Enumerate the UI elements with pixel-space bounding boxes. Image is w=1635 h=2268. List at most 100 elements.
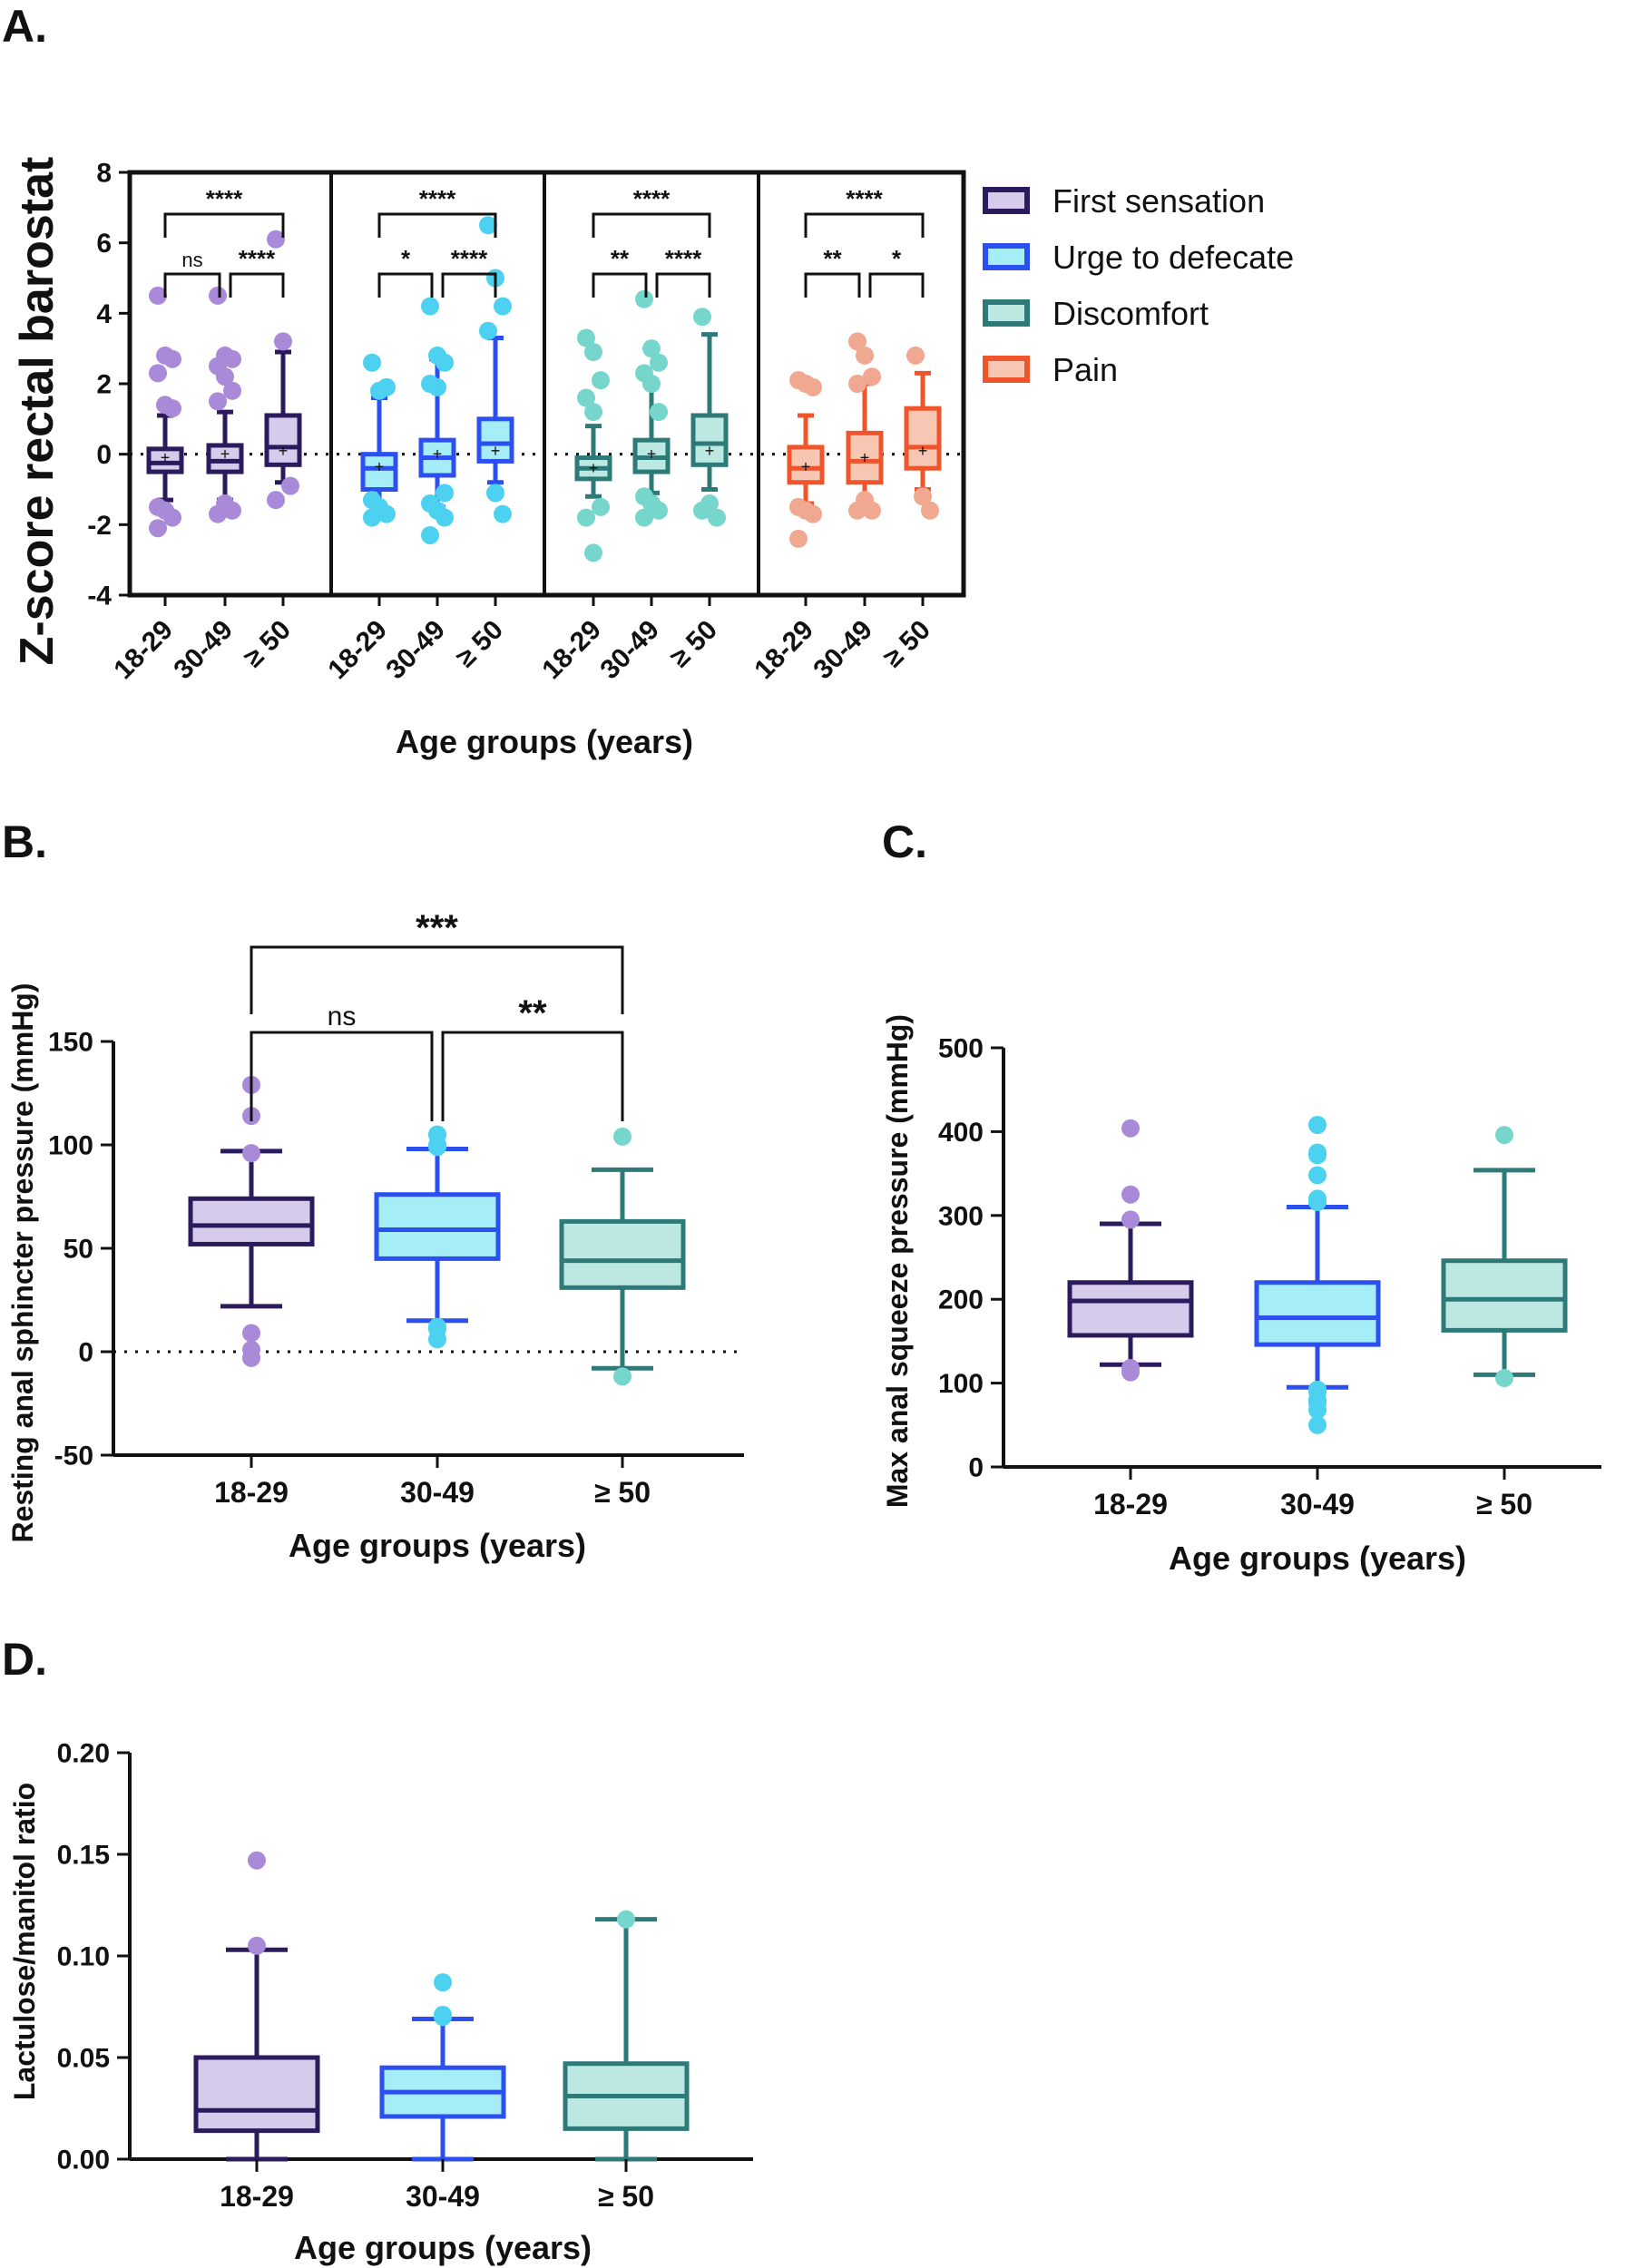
y-tick-label: -4	[87, 582, 112, 611]
significance-label: ns	[328, 1002, 357, 1031]
y-tick-label: -50	[54, 1442, 93, 1471]
outlier-point	[163, 399, 181, 418]
outlier-point	[650, 501, 668, 520]
x-tick-label: 30-49	[406, 2180, 480, 2213]
outlier-point	[281, 476, 299, 495]
outlier-point	[363, 508, 381, 527]
significance-bracket	[229, 272, 285, 298]
outlier-point	[1308, 1380, 1327, 1399]
panel-label-c: C.	[882, 816, 927, 867]
outlier-point	[436, 353, 454, 372]
x-tick-label: 18-29	[322, 615, 393, 686]
box-2: ≥ 50	[563, 1910, 690, 2213]
legend-label: Discomfort	[1052, 295, 1209, 332]
outlier-point	[209, 504, 227, 523]
outlier-point	[223, 349, 241, 368]
box-mean-marker: +	[705, 442, 715, 460]
y-tick-label: 6	[96, 229, 112, 259]
y-tick-label: 0.00	[57, 2146, 110, 2175]
y-tick-label: 0.15	[57, 1841, 110, 1871]
y-axis-title: Resting anal sphincter pressure (mmHg)	[6, 982, 39, 1542]
significance-bracket	[250, 945, 624, 1014]
x-tick-label: ≥ 50	[594, 1476, 651, 1509]
box-group-0: +18-29 +30-49 + ≥ 50 **** ns ****	[108, 185, 302, 686]
panel-label-d: D.	[2, 1634, 47, 1685]
outlier-point	[248, 1851, 266, 1870]
outlier-point	[486, 484, 504, 503]
panel-label-a: A.	[2, 1, 47, 52]
outlier-point	[1308, 1191, 1327, 1210]
significance-bracket	[804, 272, 861, 298]
y-tick-label: 0.10	[57, 1942, 110, 1972]
x-tick-label: 18-29	[220, 2180, 294, 2213]
y-tick-label: 0	[968, 1453, 984, 1483]
significance-label: ****	[239, 245, 276, 272]
outlier-point	[428, 1138, 446, 1157]
box-1: 30-49	[379, 1973, 506, 2213]
significance-label: **	[611, 245, 630, 272]
outlier-point	[274, 332, 292, 351]
legend-label: Urge to defecate	[1052, 239, 1294, 276]
significance-label: **	[823, 245, 842, 272]
significance-label: ns	[181, 249, 202, 271]
significance-label: *	[401, 245, 411, 272]
box-iqr	[559, 1218, 686, 1290]
outlier-point	[1308, 1415, 1327, 1434]
significance-label: ****	[665, 245, 702, 272]
outlier-point	[377, 504, 396, 523]
panel-label-b: B.	[2, 816, 47, 867]
outlier-point	[642, 375, 661, 393]
outlier-point	[223, 381, 241, 400]
outlier-point	[434, 2008, 452, 2027]
panel-d: D. 0.20 0.15 0.10 0.05 0.00 18-29 30-49 ≥ 50 Lact…	[2, 1634, 753, 2266]
outlier-point	[1121, 1185, 1140, 1204]
significance-label: ****	[633, 185, 671, 212]
x-tick-label: ≥ 50	[664, 615, 722, 673]
outlier-point	[242, 1324, 260, 1343]
x-tick-label: 30-49	[168, 615, 239, 686]
y-axis-title: Lactulose/manitol ratio	[8, 1783, 41, 2100]
y-tick-label: 50	[64, 1235, 93, 1265]
significance-bracket	[804, 212, 925, 238]
outlier-point	[863, 501, 881, 520]
box-2: ≥ 50	[1441, 1126, 1568, 1520]
y-tick-label: -2	[87, 511, 112, 541]
y-tick-label: 0	[78, 1338, 93, 1368]
significance-bracket	[377, 212, 497, 238]
box-group-3: +18-29+30-49+≥ 50****** *	[749, 185, 942, 686]
y-tick-label: 150	[48, 1028, 93, 1058]
box-iqr	[690, 413, 729, 467]
x-axis-title: Age groups (years)	[294, 2229, 592, 2266]
legend-swatch	[983, 299, 1030, 327]
outlier-point	[693, 501, 711, 520]
outlier-point	[1495, 1369, 1513, 1388]
outlier-point	[577, 508, 595, 527]
outlier-point	[613, 1127, 631, 1146]
significance-label: **	[518, 993, 547, 1033]
outlier-point	[436, 484, 454, 503]
y-tick-label: 2	[96, 370, 112, 400]
box-mean-marker: +	[161, 449, 171, 467]
significance-label: ****	[451, 245, 488, 272]
outlier-point	[1121, 1119, 1140, 1138]
significance-bracket	[250, 1031, 434, 1121]
box-iqr	[188, 1196, 315, 1246]
x-tick-label: 30-49	[400, 1476, 475, 1509]
x-tick-label: 30-49	[808, 615, 878, 686]
outlier-point	[149, 286, 167, 305]
outlier-point	[1308, 1166, 1327, 1185]
y-axis-title: Z-score rectal barostat	[11, 157, 64, 666]
box-2: ≥ 50	[559, 1127, 686, 1509]
outlier-point	[914, 487, 932, 506]
y-tick-label: 0.05	[57, 2044, 110, 2074]
outlier-point	[592, 371, 610, 390]
x-tick-label: 18-29	[1093, 1488, 1168, 1520]
outlier-point	[428, 377, 446, 396]
box-mean-marker: +	[491, 442, 501, 460]
significance-label: ***	[416, 908, 458, 948]
outlier-point	[209, 286, 227, 305]
x-axis-title: Age groups (years)	[396, 723, 693, 760]
y-tick-label: 8	[96, 159, 112, 189]
outlier-point	[436, 508, 454, 527]
